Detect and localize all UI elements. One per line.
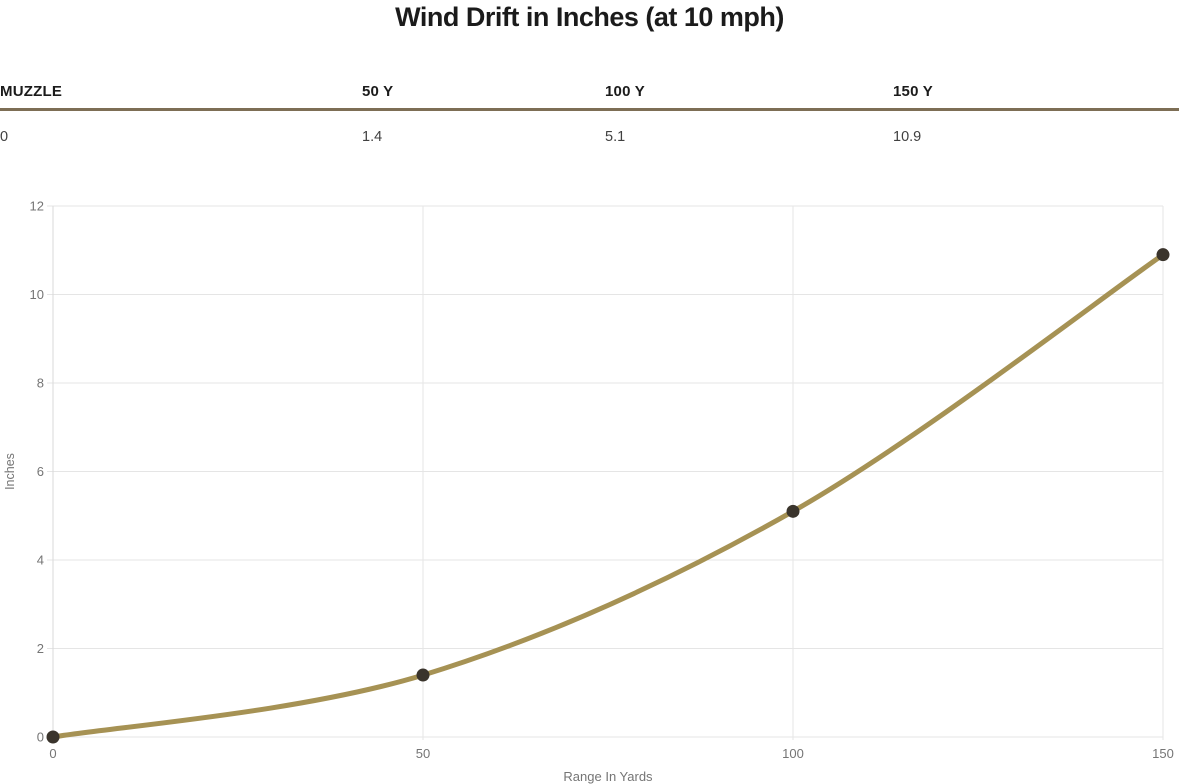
y-tick-label: 8 [37,376,44,391]
y-axis-title: Inches [3,453,17,490]
y-tick-label: 12 [30,199,44,214]
col-header-150y: 150 Y [893,84,1179,111]
y-tick-label: 6 [37,464,44,479]
y-tick-label: 10 [30,287,44,302]
wind-drift-chart: 0 2 4 6 8 10 12 0 50 100 150 Range In Yards Inches [0,197,1179,784]
y-tick-label: 4 [37,553,44,568]
col-header-100y: 100 Y [605,84,893,111]
cell-50y-value: 1.4 [362,129,383,145]
x-tick-label: 150 [1152,746,1174,761]
y-tick-label: 2 [37,641,44,656]
cell-muzzle-value: 0 [0,129,9,145]
data-point [786,504,800,518]
x-tick-label: 50 [416,746,430,761]
y-tick-label: 0 [37,730,44,745]
table-row: 0 1.4 5.1 10.9 [0,110,1179,146]
line-chart-canvas: 0 2 4 6 8 10 12 0 50 100 150 Range In Yards Inches [3,199,1174,784]
x-tick-label: 100 [782,746,804,761]
x-tick-label: 0 [49,746,56,761]
x-axis-title: Range In Yards [563,769,653,784]
cell-150y-value: 10.9 [893,129,922,145]
data-point [416,668,430,682]
cell-100y-value: 5.1 [605,129,626,145]
table-header-row: MUZZLE 50 Y 100 Y 150 Y [0,84,1179,111]
drift-table: MUZZLE 50 Y 100 Y 150 Y 0 1.4 5.1 10.9 [0,84,1179,145]
col-header-muzzle: MUZZLE [0,84,362,111]
data-point [46,730,60,744]
page-title: Wind Drift in Inches (at 10 mph) [395,2,784,32]
data-point [1156,248,1170,262]
drift-line [50,252,1166,740]
col-header-50y: 50 Y [362,84,605,111]
